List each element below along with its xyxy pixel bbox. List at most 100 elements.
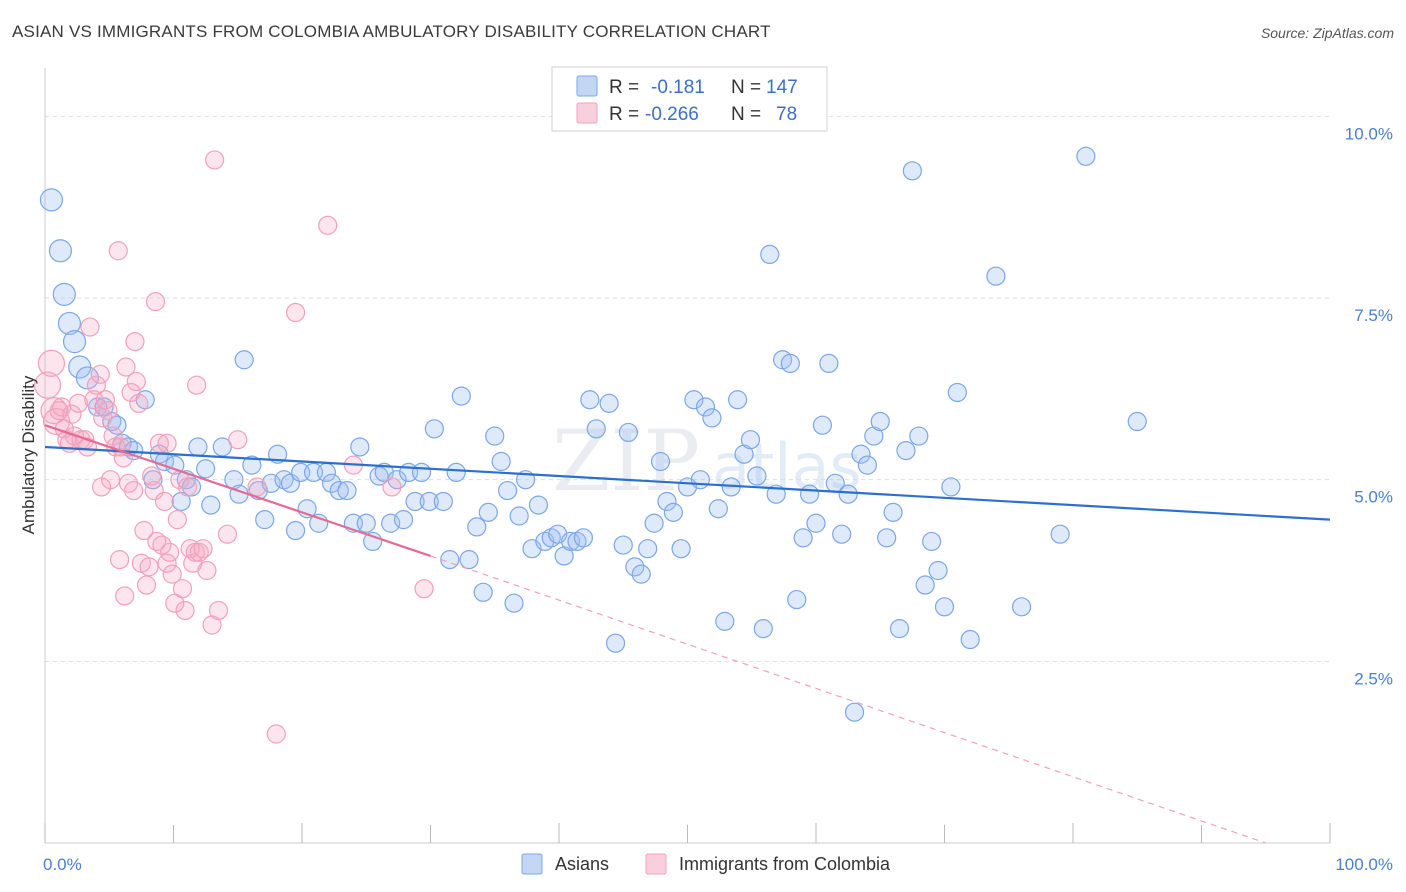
data-point-asians-110	[766, 484, 786, 504]
data-point-asians-99	[695, 397, 716, 417]
data-point-asians-117	[812, 415, 833, 435]
data-point-colombia-77	[157, 433, 177, 453]
data-point-asians-34	[274, 470, 294, 490]
data-point-colombia-57	[193, 539, 213, 559]
data-point-colombia-38	[142, 466, 162, 486]
data-point-asians-98	[690, 470, 710, 490]
data-point-asians-107	[747, 466, 767, 486]
data-point-asians-56	[411, 462, 432, 482]
legend-r-label-1: R =	[609, 77, 639, 98]
data-point-asians-36	[285, 520, 306, 541]
data-point-asians-137	[941, 477, 961, 497]
data-point-asians-62	[451, 386, 471, 406]
data-point-asians-121	[838, 484, 858, 504]
data-point-colombia-32	[126, 371, 146, 392]
data-point-colombia-60	[208, 600, 229, 621]
data-point-asians-4	[62, 330, 87, 354]
data-point-asians-115	[799, 484, 820, 504]
data-point-asians-97	[684, 390, 704, 410]
data-point-asians-101	[708, 499, 728, 519]
data-point-colombia-69	[414, 579, 434, 599]
legend-swatch-colombia	[576, 102, 598, 124]
x-tick-labels: 0.0% 100.0%	[43, 855, 1393, 874]
data-point-asians-139	[960, 629, 980, 650]
data-point-asians-0	[39, 188, 64, 212]
data-point-asians-130	[896, 441, 916, 461]
data-point-colombia-36	[136, 575, 157, 595]
data-point-asians-89	[631, 564, 651, 584]
data-point-colombia-50	[172, 579, 193, 599]
data-point-colombia-4	[49, 401, 69, 421]
data-point-asians-23	[196, 459, 216, 479]
data-point-colombia-76	[187, 375, 207, 395]
data-point-asians-22	[188, 437, 208, 457]
data-point-asians-112	[780, 353, 800, 373]
y-axis-label: Ambulatory Disability	[19, 375, 38, 534]
data-point-asians-53	[393, 510, 414, 530]
data-point-asians-120	[832, 524, 852, 544]
data-point-asians-65	[473, 582, 493, 602]
data-point-asians-133	[915, 575, 935, 595]
data-point-asians-135	[928, 560, 948, 581]
data-point-asians-57	[419, 491, 439, 512]
data-point-asians-29	[242, 455, 262, 475]
data-point-colombia-74	[125, 332, 145, 352]
x-tick-label-1: 100.0%	[1335, 855, 1393, 874]
data-point-colombia-72	[109, 549, 130, 570]
data-point-asians-91	[644, 513, 664, 533]
data-point-asians-87	[618, 422, 638, 443]
data-point-colombia-30	[121, 382, 141, 403]
data-point-colombia-11	[68, 393, 89, 413]
data-point-asians-118	[819, 353, 839, 373]
data-point-asians-142	[1050, 524, 1070, 544]
data-point-colombia-62	[228, 430, 248, 450]
data-point-asians-32	[261, 473, 281, 493]
watermark: ZIP atlas	[552, 412, 862, 510]
data-point-colombia-58	[197, 560, 217, 581]
watermark-zip: ZIP	[552, 412, 700, 510]
data-point-asians-114	[793, 528, 813, 548]
legend-n-value-1: 147	[766, 77, 798, 98]
data-point-asians-67	[485, 426, 505, 446]
data-point-asians-81	[573, 528, 594, 548]
data-point-asians-80	[567, 531, 587, 552]
data-point-asians-93	[657, 491, 677, 512]
data-point-asians-2	[52, 282, 76, 306]
trend-line-colombia-extrapolated	[430, 555, 1266, 844]
data-point-colombia-52	[178, 477, 198, 497]
data-point-asians-85	[605, 633, 626, 653]
bottom-legend-label-asians: Asians	[555, 854, 609, 874]
data-point-asians-55	[405, 491, 425, 512]
data-point-colombia-75	[145, 292, 166, 312]
data-point-asians-134	[922, 531, 942, 552]
data-point-asians-141	[1011, 597, 1032, 617]
data-point-asians-100	[702, 408, 722, 428]
data-point-asians-71	[509, 506, 529, 526]
data-point-asians-83	[586, 419, 606, 439]
bottom-legend-swatch-asians	[521, 853, 543, 875]
data-point-asians-79	[560, 531, 581, 552]
legend-n-label-1: N =	[731, 77, 761, 98]
data-point-asians-131	[902, 161, 922, 181]
data-point-asians-113	[787, 589, 807, 610]
data-point-asians-127	[877, 528, 897, 548]
data-point-asians-129	[889, 619, 910, 639]
legend-frame	[551, 66, 828, 132]
legend-box: R = -0.181 N = 147 R = -0.266 N = 78	[551, 66, 828, 132]
trend-line-colombia	[44, 424, 431, 558]
data-point-asians-144	[1127, 411, 1147, 432]
data-point-asians-43	[329, 480, 349, 501]
data-point-asians-122	[844, 702, 865, 722]
data-point-asians-46	[350, 437, 370, 457]
axes	[44, 68, 1331, 844]
data-point-asians-49	[369, 466, 389, 486]
data-point-colombia-35	[134, 520, 154, 541]
data-point-colombia-18	[90, 364, 110, 384]
data-point-asians-70	[504, 593, 524, 613]
data-point-colombia-45	[160, 542, 180, 562]
data-point-colombia-40	[147, 531, 167, 552]
data-point-asians-106	[740, 430, 761, 450]
data-point-colombia-56	[189, 542, 209, 562]
data-point-asians-88	[625, 557, 645, 577]
